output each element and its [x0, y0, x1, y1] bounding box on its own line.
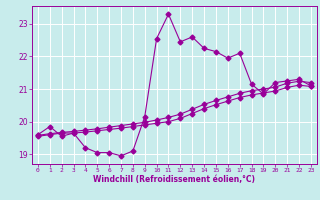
X-axis label: Windchill (Refroidissement éolien,°C): Windchill (Refroidissement éolien,°C) — [93, 175, 255, 184]
